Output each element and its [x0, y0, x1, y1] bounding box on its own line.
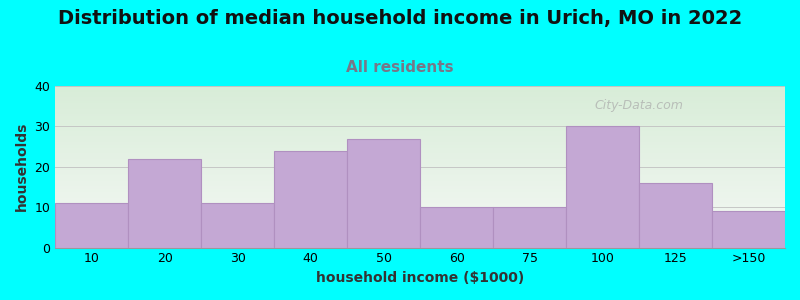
Bar: [493, 207, 566, 248]
Text: All residents: All residents: [346, 60, 454, 75]
Text: Distribution of median household income in Urich, MO in 2022: Distribution of median household income …: [58, 9, 742, 28]
Bar: [128, 159, 202, 248]
Text: City-Data.com: City-Data.com: [594, 99, 683, 112]
Bar: [420, 207, 493, 248]
Bar: [55, 203, 128, 248]
Bar: [202, 203, 274, 248]
X-axis label: household income ($1000): household income ($1000): [316, 271, 524, 285]
Bar: [566, 126, 639, 248]
Bar: [712, 211, 785, 248]
Bar: [639, 183, 712, 248]
Y-axis label: households: households: [15, 122, 29, 212]
Bar: [347, 139, 420, 247]
Bar: [274, 151, 347, 248]
